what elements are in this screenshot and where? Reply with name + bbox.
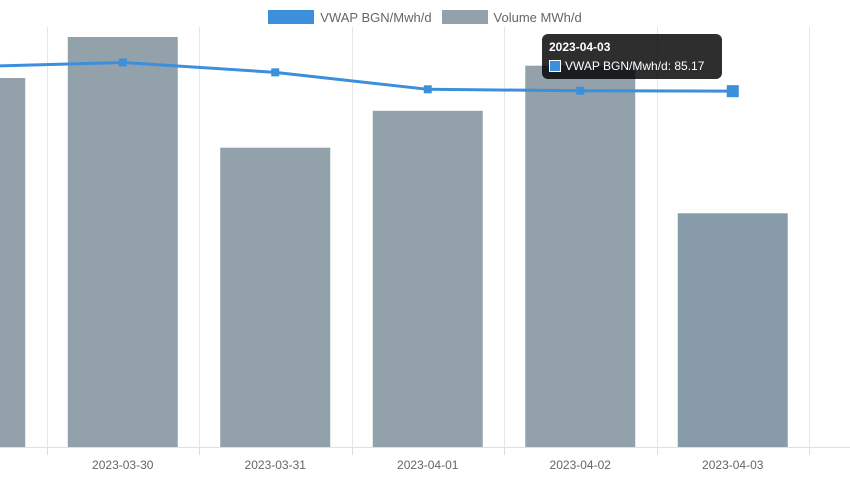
volume-bar[interactable] bbox=[525, 65, 636, 447]
x-tick-label: 2023-03-31 bbox=[245, 458, 307, 472]
volume-bar[interactable] bbox=[372, 110, 483, 448]
vwap-point[interactable] bbox=[118, 58, 127, 67]
tooltip-label: VWAP BGN/Mwh/d: 85.17 bbox=[565, 59, 705, 73]
volume-bar[interactable] bbox=[220, 147, 331, 447]
chart-tooltip: 2023-04-03 VWAP BGN/Mwh/d: 85.17 bbox=[542, 34, 722, 79]
legend-item-vwap[interactable]: VWAP BGN/Mwh/d bbox=[268, 8, 432, 26]
x-tick-label: 2023-04-02 bbox=[550, 458, 612, 472]
legend-swatch-volume bbox=[441, 10, 488, 24]
vwap-line bbox=[0, 60, 735, 93]
x-tick-label: 2023-04-03 bbox=[702, 458, 764, 472]
tooltip-row: VWAP BGN/Mwh/d: 85.17 bbox=[549, 57, 715, 75]
tooltip-title: 2023-04-03 bbox=[549, 40, 611, 54]
legend-swatch-vwap bbox=[268, 10, 315, 24]
volume-bar[interactable] bbox=[67, 37, 178, 447]
legend-item-volume[interactable]: Volume MWh/d bbox=[441, 8, 582, 26]
volume-bar[interactable] bbox=[0, 78, 26, 447]
x-tick-label: 2023-03-30 bbox=[92, 458, 154, 472]
tooltip-color-swatch bbox=[549, 60, 561, 72]
legend-label-vwap: VWAP BGN/Mwh/d bbox=[320, 9, 432, 25]
vwap-point[interactable] bbox=[423, 85, 432, 94]
volume-bar[interactable] bbox=[677, 213, 788, 447]
vwap-point[interactable] bbox=[726, 85, 739, 98]
legend-label-volume: Volume MWh/d bbox=[493, 9, 582, 25]
vwap-point[interactable] bbox=[271, 68, 280, 77]
chart-legend: VWAP BGN/Mwh/d Volume MWh/d bbox=[0, 8, 850, 26]
x-tick-label: 2023-04-01 bbox=[397, 458, 459, 472]
vwap-point[interactable] bbox=[576, 86, 585, 95]
